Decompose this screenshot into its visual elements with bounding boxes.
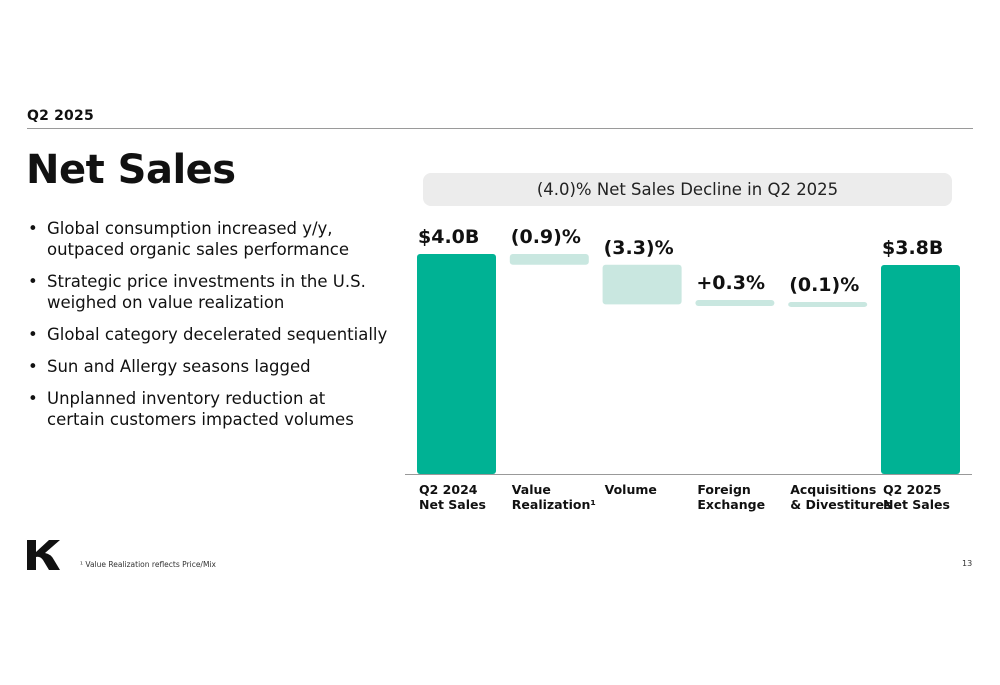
bullet-item: Sun and Allergy seasons lagged — [28, 356, 388, 377]
bar-value-label: (3.3)% — [604, 237, 674, 259]
waterfall-bar — [509, 254, 589, 265]
category-label: Q2 2024 — [419, 482, 478, 497]
category-label: Exchange — [697, 497, 765, 512]
waterfall-bar — [417, 254, 496, 474]
category-label: Q2 2025 — [883, 482, 941, 497]
kenvue-logo-icon — [27, 540, 60, 570]
bullet-item: Unplanned inventory reduction at certain… — [28, 388, 388, 430]
category-label: Volume — [605, 482, 657, 497]
page-number: 13 — [962, 559, 973, 568]
summary-banner-text: (4.0)% Net Sales Decline in Q2 2025 — [536, 180, 839, 199]
slide-eyebrow: Q2 2025 — [27, 108, 94, 124]
bar-value-label: $3.8B — [882, 237, 943, 259]
bullet-item: Strategic price investments in the U.S. … — [28, 271, 388, 313]
footnote: ¹ Value Realization reflects Price/Mix — [80, 560, 216, 569]
category-label: Net Sales — [883, 497, 950, 512]
waterfall-bar — [602, 264, 682, 305]
waterfall-bar — [788, 302, 868, 307]
bar-value-label: (0.9)% — [511, 226, 581, 248]
category-label: & Divestitures — [790, 497, 891, 512]
bar-value-label: $4.0B — [418, 226, 479, 248]
waterfall-bar — [695, 300, 775, 306]
waterfall-bar — [881, 265, 960, 474]
category-label: Net Sales — [419, 497, 486, 512]
bar-value-label: +0.3% — [696, 272, 765, 294]
category-label: Realization¹ — [512, 497, 596, 512]
page-title: Net Sales — [26, 147, 236, 193]
bullet-item: Global category decelerated sequentially — [28, 324, 388, 345]
bullet-list: Global consumption increased y/y, outpac… — [28, 218, 388, 441]
category-label: Acquisitions — [790, 482, 876, 497]
category-label: Foreign — [697, 482, 750, 497]
bullet-item: Global consumption increased y/y, outpac… — [28, 218, 388, 260]
bar-value-label: (0.1)% — [789, 274, 859, 296]
category-label: Value — [512, 482, 551, 497]
header-divider — [27, 128, 973, 129]
summary-banner: (4.0)% Net Sales Decline in Q2 2025 — [423, 173, 952, 206]
